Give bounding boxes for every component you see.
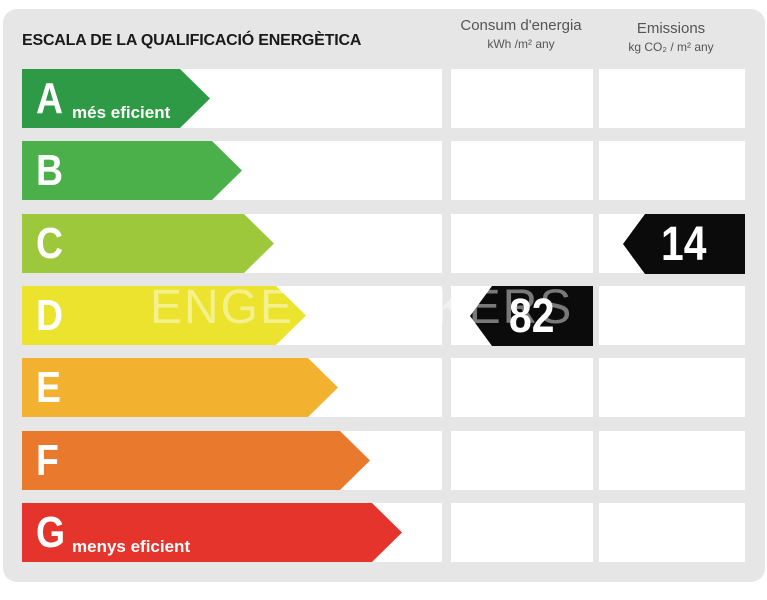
rating-arrow-f: F xyxy=(22,431,370,490)
scale-title: ESCALA DE LA QUALIFICACIÓ ENERGÈTICA xyxy=(22,32,362,49)
consumption-cell-e xyxy=(451,358,593,417)
emissions-column-label: Emissions xyxy=(636,20,706,37)
rating-arrow-e: E xyxy=(22,358,338,417)
rating-letter: E xyxy=(36,363,61,412)
rating-arrow-d: D xyxy=(22,286,306,345)
watermark-right: KERS xyxy=(434,281,574,334)
consumption-value-tag: 82 xyxy=(470,286,593,346)
consumption-cell-g xyxy=(451,503,593,562)
emissions-cell-a xyxy=(599,69,745,128)
consumption-column-header: Consum d'energia kWh /m² any xyxy=(450,17,592,53)
emissions-value: 14 xyxy=(661,218,707,271)
rating-letter: C xyxy=(36,219,64,268)
emissions-value-tag: 14 xyxy=(623,214,745,274)
emissions-column-unit: kg CO₂ / m² any xyxy=(628,40,714,54)
rating-letter: B xyxy=(36,146,64,195)
emissions-cell-f xyxy=(599,431,745,490)
consumption-cell-c xyxy=(451,214,593,273)
emissions-column-header: Emissions kg CO₂ / m² any xyxy=(598,20,744,56)
watermark-left: ENGE xyxy=(150,281,295,334)
emissions-cell-d xyxy=(599,286,745,345)
rating-letter: G xyxy=(36,508,66,557)
consumption-cell-a xyxy=(451,69,593,128)
rating-sublabel: més eficient xyxy=(72,103,171,122)
rating-letter: D xyxy=(36,291,64,340)
consumption-value: 82 xyxy=(508,290,555,343)
emissions-cell-e xyxy=(599,358,745,417)
consumption-cell-b xyxy=(451,141,593,200)
consumption-column-label: Consum d'energia xyxy=(460,17,582,34)
watermark-middle: habitaclia xyxy=(309,294,420,325)
rating-sublabel: menys eficient xyxy=(72,537,191,556)
consumption-cell-f xyxy=(451,431,593,490)
rating-letter: F xyxy=(36,436,59,485)
rating-arrow-c: C xyxy=(22,214,274,273)
rating-arrow-b: B xyxy=(22,141,242,200)
emissions-cell-g xyxy=(599,503,745,562)
emissions-cell-b xyxy=(599,141,745,200)
consumption-column-unit: kWh /m² any xyxy=(487,37,555,51)
watermark: ENGE habitaclia KERS xyxy=(150,280,573,335)
rating-letter: A xyxy=(36,74,64,123)
